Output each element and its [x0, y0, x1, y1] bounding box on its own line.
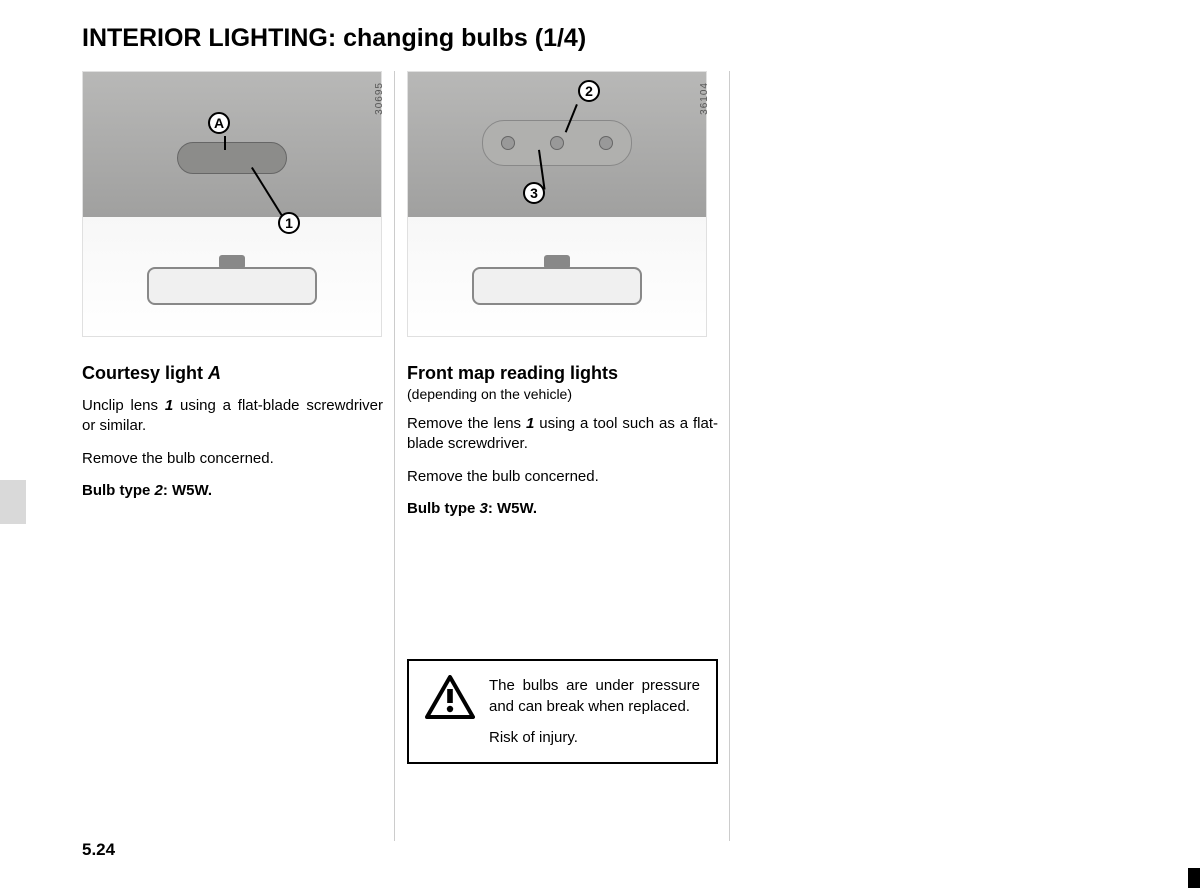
instruction-p1: Unclip lens 1 using a flat-blade screwdr… [82, 396, 383, 437]
callout-number-2: 2 [578, 80, 600, 102]
page-container: INTERIOR LIGHTING: changing bulbs (1/4) … [0, 0, 1200, 888]
bulb-type: Bulb type 3: W5W. [407, 499, 718, 519]
label: Bulb type [82, 482, 155, 499]
callout-leader [251, 167, 284, 219]
value: : W5W. [163, 482, 212, 499]
instruction-p2: Remove the bulb concerned. [82, 449, 383, 469]
dome-light-shape [177, 142, 287, 174]
warning-p2: Risk of injury. [489, 727, 700, 748]
column-right: 36104 2 3 Front map reading lights (depe… [395, 71, 730, 764]
callout-number-1: 1 [278, 212, 300, 234]
callout-ref: 3 [480, 500, 488, 517]
callout-number-3: 3 [523, 182, 545, 204]
image-code: 36104 [699, 82, 710, 115]
mirror-shape [147, 267, 317, 305]
figure-map-reading-lights: 36104 2 3 [407, 71, 707, 337]
heading-text: Courtesy light [82, 363, 208, 383]
warning-icon [425, 675, 475, 719]
value: : W5W. [488, 500, 537, 517]
console-button-icon [501, 136, 515, 150]
console-shape [482, 120, 632, 166]
section-subtext: (depending on the vehicle) [407, 386, 718, 402]
column-divider [729, 71, 730, 841]
column-left: 30695 A 1 Courtesy light A Unclip lens 1… [60, 71, 395, 764]
page-number: 5.24 [82, 840, 115, 860]
label: Bulb type [407, 500, 480, 517]
warning-box: The bulbs are under pressure and can bre… [407, 659, 718, 764]
mirror-shape [472, 267, 642, 305]
callout-ref: 1 [165, 397, 173, 414]
callout-letter-A: A [208, 112, 230, 134]
text: Remove the lens [407, 415, 526, 432]
warning-p1: The bulbs are under pressure and can bre… [489, 675, 700, 717]
section-heading-courtesy-light: Courtesy light A [82, 363, 383, 384]
warning-text: The bulbs are under pressure and can bre… [489, 675, 700, 748]
image-code: 30695 [374, 82, 385, 115]
bulb-type: Bulb type 2: W5W. [82, 481, 383, 501]
callout-ref: 2 [155, 482, 163, 499]
text: Unclip lens [82, 397, 165, 414]
console-button-icon [550, 136, 564, 150]
console-button-icon [599, 136, 613, 150]
columns: 30695 A 1 Courtesy light A Unclip lens 1… [60, 71, 1140, 764]
page-title: INTERIOR LIGHTING: changing bulbs (1/4) [60, 24, 1140, 53]
figure-courtesy-light: 30695 A 1 [82, 71, 382, 337]
instruction-p2: Remove the bulb concerned. [407, 467, 718, 487]
section-heading-map-lights: Front map reading lights [407, 363, 718, 384]
heading-letter: A [208, 363, 221, 383]
callout-leader [224, 136, 226, 150]
instruction-p1: Remove the lens 1 using a tool such as a… [407, 414, 718, 455]
